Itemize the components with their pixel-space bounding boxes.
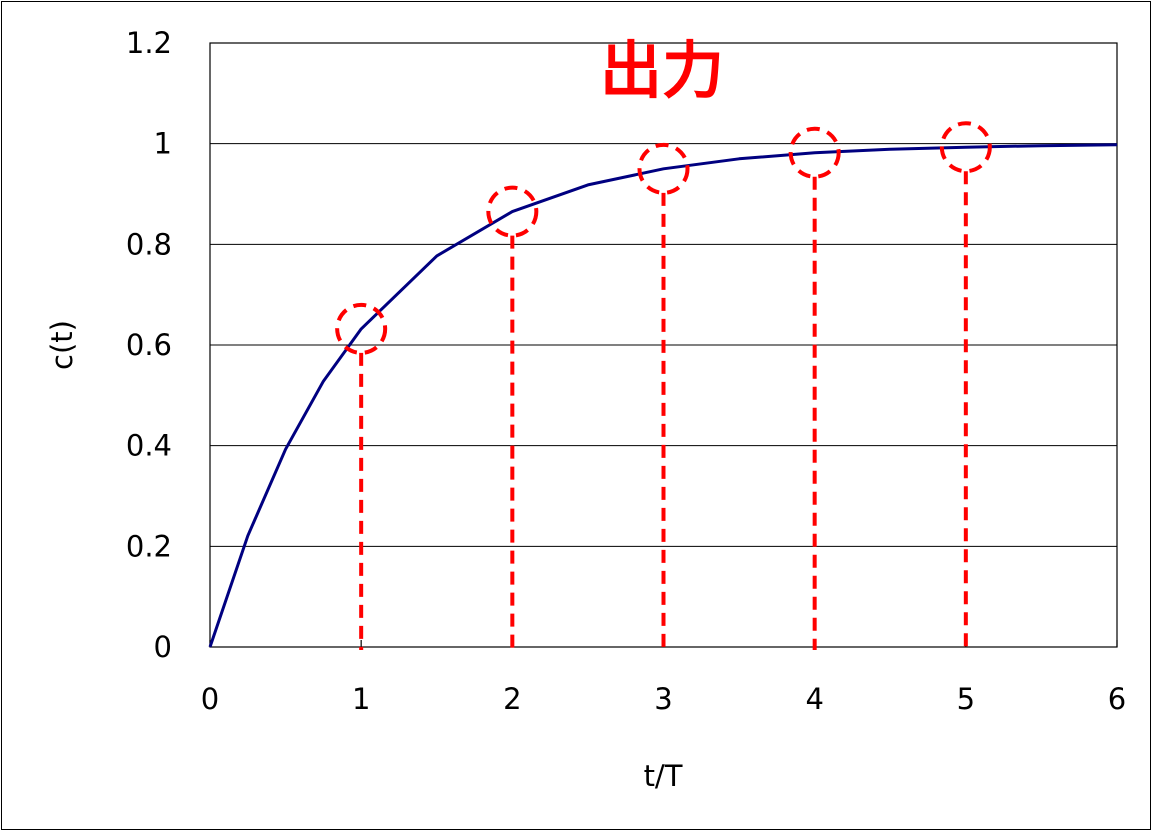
y-axis-label: c(t) [45, 320, 79, 370]
x-tick-label: 2 [503, 682, 521, 716]
highlight-circle [939, 121, 992, 174]
x-tick-label: 4 [805, 682, 823, 716]
y-tick-label: 1 [154, 127, 172, 161]
x-tick-label: 3 [654, 682, 672, 716]
y-tick-label: 0.6 [126, 328, 172, 362]
y-axis: 0 0.2 0.4 0.6 0.8 1 1.2 [126, 26, 172, 664]
y-tick-label: 0.4 [126, 429, 172, 463]
x-tick-label: 0 [201, 682, 219, 716]
x-axis: 0 1 2 3 4 5 6 [201, 640, 1126, 716]
highlight-circle [637, 142, 690, 195]
highlight-circle [788, 126, 841, 179]
y-tick-label: 0.2 [126, 529, 172, 563]
x-axis-label: t/T [644, 759, 683, 793]
chart-title: 出力 [600, 34, 724, 107]
x-tick-label: 5 [957, 682, 975, 716]
y-tick-label: 0 [154, 630, 172, 664]
highlight-circle [335, 302, 388, 355]
x-tick-label: 6 [1108, 682, 1126, 716]
highlight-circle [486, 185, 539, 238]
y-tick-label: 0.8 [126, 227, 172, 261]
x-tick-label: 1 [352, 682, 370, 716]
y-tick-label: 1.2 [126, 26, 172, 60]
annotation-layer [335, 121, 992, 650]
